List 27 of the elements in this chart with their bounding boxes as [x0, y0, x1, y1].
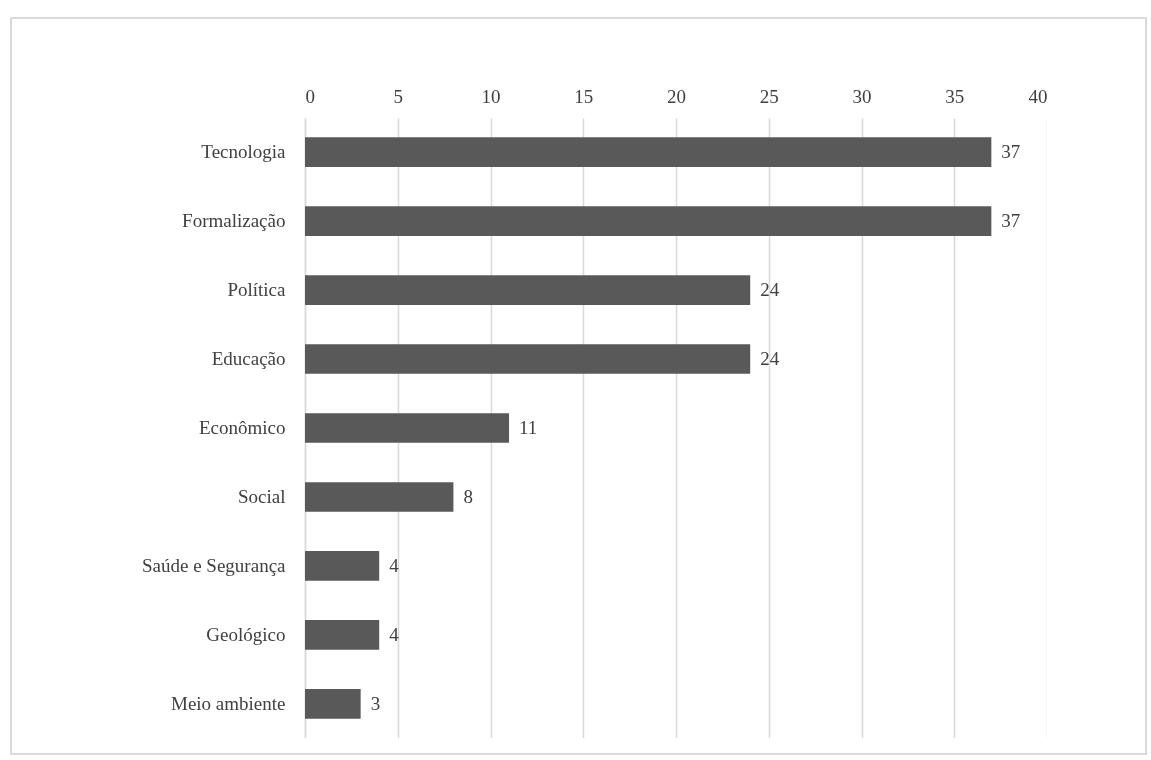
- y-tick-label: Saúde e Segurança: [142, 554, 287, 576]
- y-tick-label: Educação: [211, 348, 286, 370]
- data-label: 24: [760, 279, 780, 301]
- data-label: 4: [389, 623, 400, 645]
- y-tick-label: Meio ambiente: [171, 692, 286, 714]
- x-tick-label: 40: [1028, 85, 1048, 107]
- x-tick-label: 20: [667, 85, 686, 107]
- data-label: 3: [370, 692, 381, 714]
- x-tick-label: 25: [759, 85, 779, 107]
- x-tick-label: 35: [945, 85, 965, 107]
- data-label: 24: [760, 348, 780, 370]
- y-tick-label: Formalização: [182, 210, 286, 232]
- x-tick-label: 30: [852, 85, 872, 107]
- y-tick-label: Política: [227, 279, 287, 301]
- data-label: 4: [389, 554, 400, 576]
- y-tick-label: Geológico: [206, 623, 286, 645]
- x-tick-label: 10: [481, 85, 501, 107]
- data-label: 11: [519, 417, 538, 438]
- x-tick-label: 0: [305, 85, 315, 107]
- data-label: 37: [1001, 141, 1021, 163]
- data-label: 8: [463, 485, 473, 507]
- y-tick-label: Social: [238, 485, 286, 507]
- x-tick-label: 5: [393, 85, 403, 107]
- y-tick-label: Econômico: [198, 417, 286, 438]
- data-label: 37: [1001, 210, 1021, 232]
- x-tick-label: 15: [574, 85, 594, 107]
- y-tick-label: Tecnologia: [201, 141, 287, 163]
